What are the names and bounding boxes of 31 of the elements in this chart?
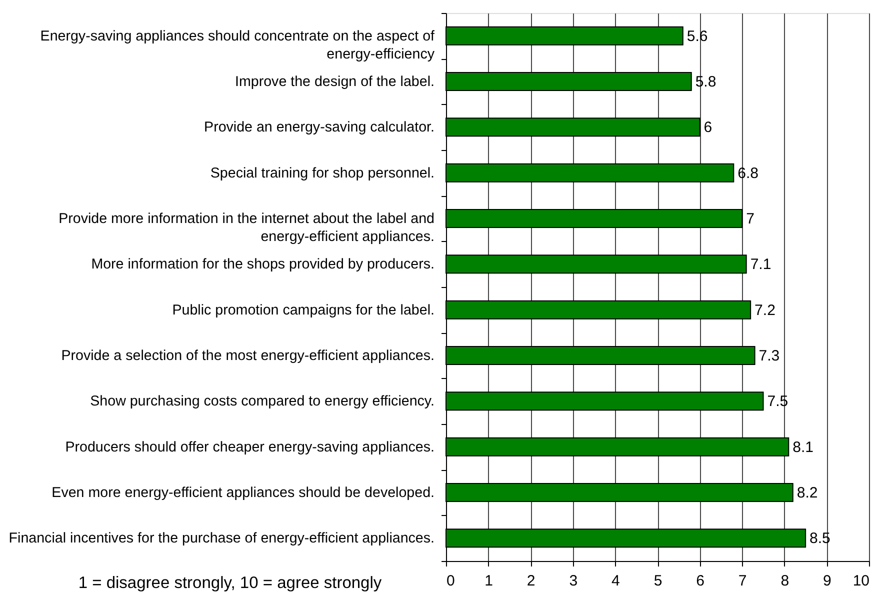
y-tick-label: Improve the design of the label. [235, 74, 434, 90]
x-tick-label: 1 [484, 572, 493, 590]
y-tick-label: Producers should offer cheaper energy-saving appliances. [65, 439, 434, 456]
y-tick-label: Provide more information in the internet about the label and energy-efficient appliances. [58, 211, 435, 245]
text: 1 = disagree strongly, 10 = agree strongly [78, 574, 382, 592]
data-label: 8.2 [796, 484, 818, 502]
y-tick-label: Provide a selection of the most energy-efficient appliances. [61, 348, 434, 364]
data-label: 7.3 [758, 348, 780, 364]
y-tick-label: Even more energy-efficient appliances should be developed. [52, 485, 434, 501]
y-tick-label: Financial incentives for the purchase of energy-efficient appliances. [8, 530, 434, 547]
data-label: 7.2 [754, 302, 776, 319]
x-tick-label: 3 [569, 572, 578, 590]
data-label: 6 [704, 119, 712, 136]
y-tick-label: Special training for shop personnel. [210, 165, 434, 182]
x-tick-label: 8 [780, 572, 790, 590]
y-tick-label: Provide an energy-saving calculator. [204, 120, 434, 136]
x-tick-label: 0 [446, 572, 455, 590]
data-label: 8.1 [792, 438, 814, 456]
x-tick-label: 4 [612, 572, 620, 590]
x-tick-label: 2 [526, 572, 536, 590]
x-tick-label: 7 [738, 572, 747, 590]
x-tick-label: 5 [654, 572, 662, 590]
y-tick-label: Show purchasing costs compared to energy efficiency. [90, 394, 434, 410]
data-label: 7 [746, 210, 754, 228]
y-tick-label: Public promotion campaigns for the label. [172, 302, 434, 318]
x-tick-label: 6 [696, 572, 704, 590]
x-tick-label: 9 [823, 572, 832, 590]
x-tick-label: 10 [852, 572, 870, 590]
y-tick-label: More information for the shops provided by producers. [91, 256, 434, 273]
data-label: 7.1 [750, 256, 772, 274]
y-tick-label: Energy-saving appliances should concentrate on the aspect of energy-efficiency [40, 28, 436, 62]
